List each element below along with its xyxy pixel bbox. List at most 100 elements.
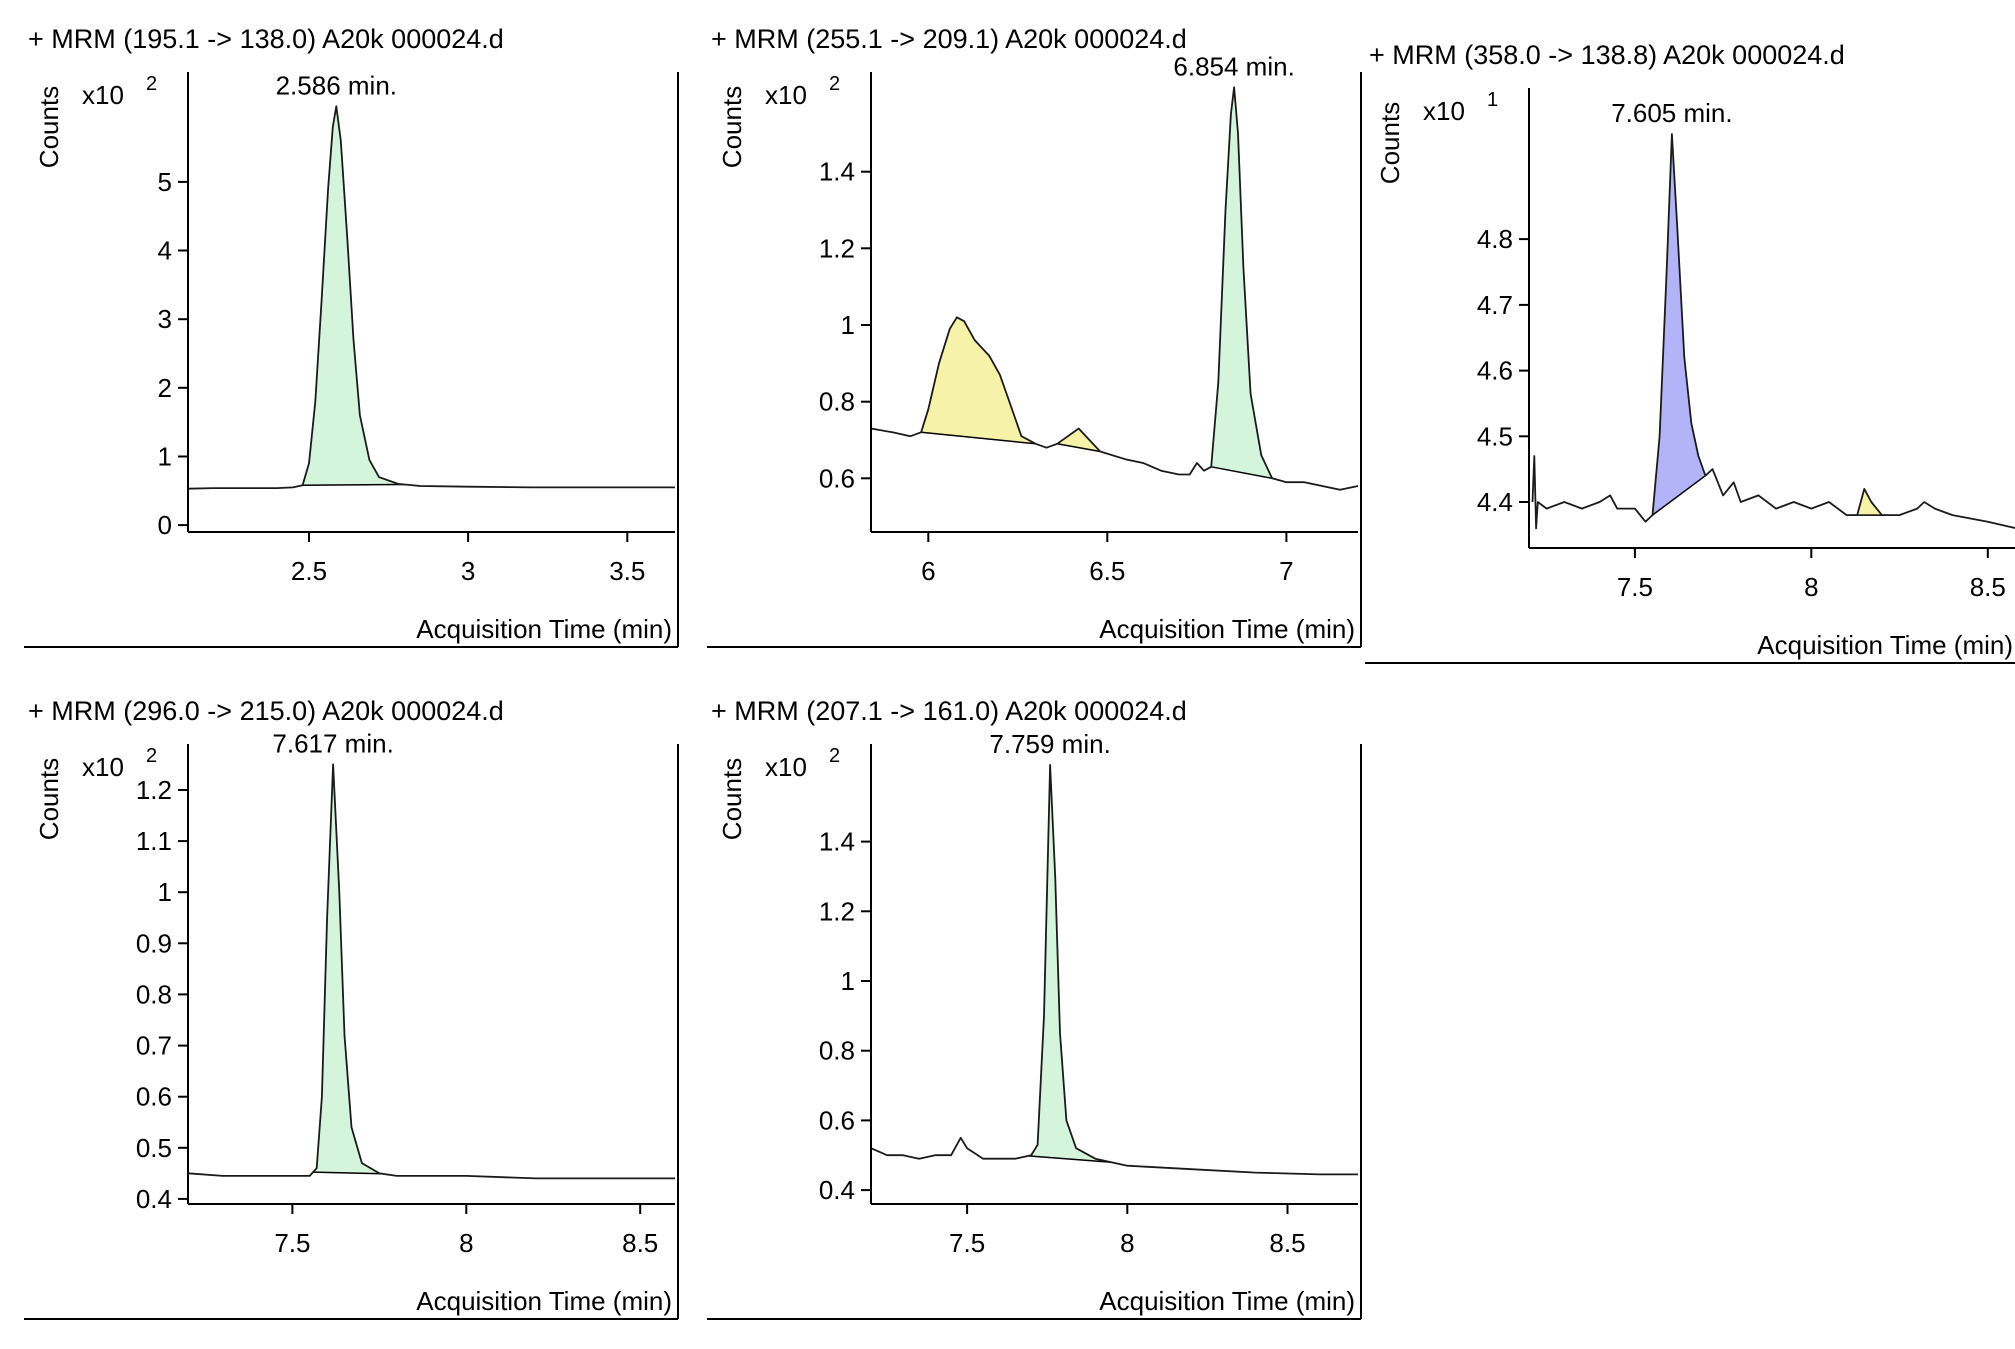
chromatogram-panel-5: + MRM (207.1 -> 161.0) A20k 000024.d Coun…: [683, 672, 1363, 1327]
integrated-peak-area: [1057, 428, 1101, 452]
y-tick-label: 1.1: [136, 826, 172, 856]
x-tick-label: 6.5: [1089, 556, 1125, 586]
y-tick-label: 4.6: [1477, 356, 1513, 386]
chromatogram-trace: [187, 763, 675, 1180]
y-axis-label: Counts: [34, 758, 64, 840]
peak-retention-time-label: 6.854 min.: [1173, 51, 1294, 81]
y-axis-label: Counts: [1375, 102, 1405, 184]
chromatogram-trace: [187, 105, 675, 490]
peak-baseline: [302, 483, 405, 487]
y-tick-label: 0.6: [136, 1082, 172, 1112]
chromatogram-panel-3: + MRM (358.0 -> 138.8) A20k 000024.d Coun…: [1341, 16, 2015, 671]
chromatogram-panel-1: + MRM (195.1 -> 138.0) A20k 000024.d Coun…: [0, 0, 680, 655]
y-multiplier-exponent: 2: [146, 73, 157, 95]
y-tick-label: 1.4: [819, 827, 855, 857]
x-axis-label: Acquisition Time (min): [1757, 630, 2013, 660]
x-tick-label: 8: [1804, 572, 1818, 602]
x-axis-label: Acquisition Time (min): [1099, 614, 1355, 644]
integrated-peak-area: [1028, 767, 1112, 1163]
x-tick-label: 7: [1279, 556, 1293, 586]
x-tick-label: 3: [461, 556, 475, 586]
y-multiplier-exponent: 2: [829, 73, 840, 95]
y-tick-label: 1: [158, 877, 172, 907]
y-multiplier: x10: [82, 80, 124, 110]
x-axis-label: Acquisition Time (min): [416, 614, 672, 644]
peak-baseline: [1057, 443, 1101, 453]
y-tick-label: 1: [841, 966, 855, 996]
x-tick-label: 6: [921, 556, 935, 586]
peak-retention-time-label: 7.759 min.: [989, 729, 1110, 759]
x-tick-label: 7.5: [949, 1228, 985, 1258]
chart-title: + MRM (358.0 -> 138.8) A20k 000024.d: [1369, 40, 1845, 70]
peak-baseline: [921, 431, 1036, 445]
x-axis-label: Acquisition Time (min): [416, 1286, 672, 1316]
chromatogram-trace: [870, 764, 1358, 1176]
y-tick-label: 0.4: [819, 1175, 855, 1205]
chart-svg: + MRM (207.1 -> 161.0) A20k 000024.d Coun…: [707, 696, 1362, 1320]
y-tick-label: 0.5: [136, 1133, 172, 1163]
chart-svg: + MRM (195.1 -> 138.0) A20k 000024.d Coun…: [24, 24, 679, 648]
y-axis-label: Counts: [717, 758, 747, 840]
peak-baseline: [1211, 466, 1273, 480]
y-multiplier: x10: [765, 80, 807, 110]
chart-svg: + MRM (296.0 -> 215.0) A20k 000024.d Coun…: [24, 696, 679, 1320]
x-axis-label: Acquisition Time (min): [1099, 1286, 1355, 1316]
chromatogram-trace: [870, 86, 1359, 491]
y-tick-label: 4.7: [1477, 290, 1513, 320]
chromatogram-panel-2: + MRM (255.1 -> 209.1) A20k 000024.d Coun…: [683, 0, 1363, 655]
chromatogram-trace: [1531, 133, 2015, 530]
y-multiplier: x10: [82, 752, 124, 782]
y-tick-label: 0.7: [136, 1031, 172, 1061]
x-tick-label: 8.5: [622, 1228, 658, 1258]
y-tick-label: 0.8: [819, 387, 855, 417]
chromatogram-panel-4: + MRM (296.0 -> 215.0) A20k 000024.d Coun…: [0, 672, 680, 1327]
y-multiplier-exponent: 2: [146, 745, 157, 767]
peak-retention-time-label: 7.617 min.: [272, 728, 393, 758]
chart-svg: + MRM (255.1 -> 209.1) A20k 000024.d Coun…: [707, 24, 1362, 648]
y-tick-label: 5: [158, 167, 172, 197]
y-tick-label: 2: [158, 373, 172, 403]
x-tick-label: 8.5: [1970, 572, 2006, 602]
integrated-peak-area: [1652, 134, 1706, 516]
y-tick-label: 4.4: [1477, 487, 1513, 517]
y-tick-label: 1.2: [136, 775, 172, 805]
x-tick-label: 3.5: [609, 556, 645, 586]
y-tick-label: 4: [158, 236, 172, 266]
chart-title: + MRM (255.1 -> 209.1) A20k 000024.d: [711, 24, 1187, 54]
y-multiplier: x10: [1423, 96, 1465, 126]
y-tick-label: 1: [841, 310, 855, 340]
y-tick-label: 0.6: [819, 463, 855, 493]
y-tick-label: 0.4: [136, 1184, 172, 1214]
x-tick-label: 8: [1120, 1228, 1134, 1258]
y-multiplier-exponent: 2: [829, 745, 840, 767]
peak-retention-time-label: 2.586 min.: [276, 70, 397, 100]
x-tick-label: 8.5: [1269, 1228, 1305, 1258]
y-tick-label: 0.8: [819, 1036, 855, 1066]
x-tick-label: 2.5: [291, 556, 327, 586]
x-tick-label: 8: [459, 1228, 473, 1258]
y-multiplier: x10: [765, 752, 807, 782]
y-tick-label: 0.6: [819, 1105, 855, 1135]
y-tick-label: 4.8: [1477, 224, 1513, 254]
chart-svg: + MRM (358.0 -> 138.8) A20k 000024.d Coun…: [1365, 40, 2015, 664]
integrated-peak-area: [1211, 92, 1273, 479]
peak-retention-time-label: 7.605 min.: [1611, 98, 1732, 128]
chart-title: + MRM (296.0 -> 215.0) A20k 000024.d: [28, 696, 504, 726]
y-multiplier-exponent: 1: [1487, 89, 1498, 111]
y-axis-label: Counts: [717, 86, 747, 168]
y-tick-label: 1.4: [819, 157, 855, 187]
chart-title: + MRM (207.1 -> 161.0) A20k 000024.d: [711, 696, 1187, 726]
peak-baseline: [1652, 475, 1706, 516]
peak-baseline: [313, 1171, 383, 1175]
x-tick-label: 7.5: [1617, 572, 1653, 602]
integrated-peak-area: [313, 767, 383, 1174]
x-tick-label: 7.5: [274, 1228, 310, 1258]
y-tick-label: 3: [158, 304, 172, 334]
y-tick-label: 0.8: [136, 979, 172, 1009]
y-tick-label: 1.2: [819, 896, 855, 926]
y-tick-label: 0: [158, 510, 172, 540]
integrated-peak-area: [302, 108, 405, 486]
integrated-peak-area: [921, 317, 1036, 444]
integrated-peak-area: [1850, 489, 1889, 516]
